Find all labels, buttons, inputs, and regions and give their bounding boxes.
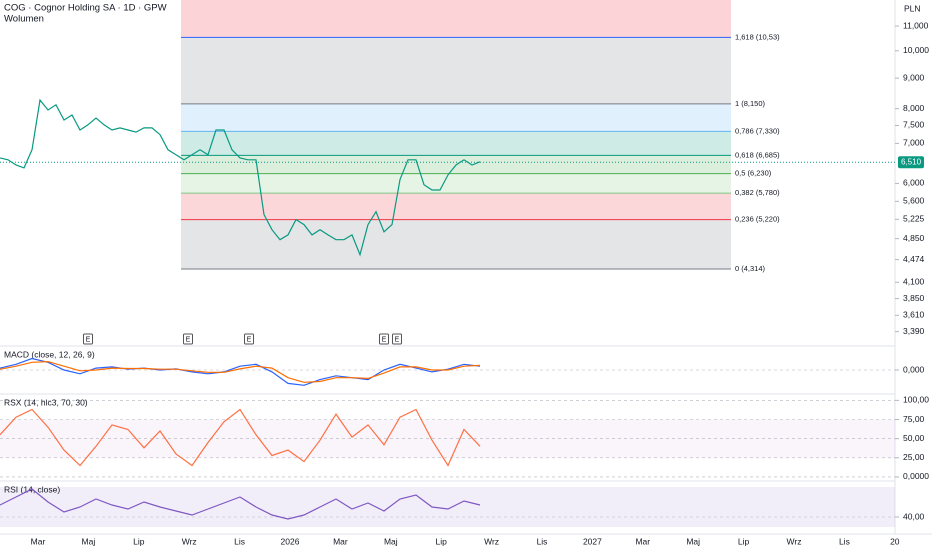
y-tick-label: 0,000 (903, 364, 925, 374)
event-box (83, 333, 93, 345)
fib-zone (181, 219, 731, 270)
fib-zone (181, 173, 731, 194)
fib-zone (181, 131, 731, 156)
y-tick-label: 0,0000 (903, 471, 929, 481)
event-box (244, 333, 254, 345)
y-tick-label: 7,000 (903, 138, 925, 148)
y-tick-label: 9,000 (903, 72, 925, 82)
fib-zone (181, 103, 731, 132)
event-box (379, 333, 389, 345)
fib-label: 1 (8,150) (735, 99, 766, 108)
chart-title: COG · Cognor Holding SA · 1D · GPW (4, 3, 167, 14)
y-tick-label: 4,850 (903, 233, 925, 243)
rsi-band (0, 487, 895, 527)
indicator-line (0, 360, 481, 383)
event-marker: E (86, 336, 91, 343)
y-tick-label: 40,00 (903, 511, 925, 521)
indicator-line (0, 488, 481, 520)
x-tick-label: Wrz (182, 536, 197, 546)
y-tick-label: 6,000 (903, 178, 925, 188)
event-marker: E (382, 336, 387, 343)
y-tick-label: 4,474 (903, 254, 925, 264)
x-tick-label: 2027 (583, 536, 602, 546)
x-tick-label: Wrz (787, 536, 802, 546)
y-tick-label: 4,100 (903, 277, 925, 287)
x-tick-label: Mar (31, 536, 46, 546)
x-tick-label: Lip (133, 536, 145, 546)
fib-label: 0,236 (5,220) (735, 215, 780, 224)
fib-label: 0,786 (7,330) (735, 126, 780, 135)
x-tick-label: 20 (890, 536, 900, 546)
x-tick-label: Mar (333, 536, 348, 546)
pane-title: MACD (close, 12, 26, 9) (4, 349, 95, 359)
y-tick-label: 25,00 (903, 452, 925, 462)
fib-label: 0,618 (6,685) (735, 150, 780, 159)
fib-label: 1,618 (10,53) (735, 32, 780, 41)
fib-label: 0 (4,314) (735, 264, 766, 273)
x-tick-label: Maj (384, 536, 398, 546)
indicator-line (0, 357, 481, 386)
x-tick-label: Lis (839, 536, 850, 546)
x-tick-label: Maj (686, 536, 700, 546)
event-box (392, 333, 402, 345)
y-tick-label: 8,000 (903, 103, 925, 113)
last-price-label: 6,510 (901, 157, 922, 166)
y-tick-label: 100,00 (903, 395, 929, 405)
y-tick-label: 5,600 (903, 196, 925, 206)
y-tick-label: 3,390 (903, 326, 925, 336)
pane-title: RSX (14, hlc3, 70, 30) (4, 397, 88, 407)
event-marker: E (186, 336, 191, 343)
y-tick-label: 3,850 (903, 293, 925, 303)
x-tick-label: Wrz (484, 536, 499, 546)
x-tick-label: Lis (537, 536, 548, 546)
y-tick-label: 75,00 (903, 414, 925, 424)
event-marker: E (247, 336, 252, 343)
currency: PLN (904, 3, 921, 13)
y-tick-label: 50,00 (903, 433, 925, 443)
x-tick-label: 2026 (281, 536, 300, 546)
x-tick-label: Lis (234, 536, 245, 546)
y-tick-label: 10,000 (903, 45, 929, 55)
y-tick-label: 5,225 (903, 214, 925, 224)
fib-zone (181, 37, 731, 104)
y-tick-label: 7,500 (903, 120, 925, 130)
event-box (183, 333, 193, 345)
last-price-box (898, 156, 924, 169)
x-tick-label: Lip (738, 536, 750, 546)
volume-label: Wolumen (4, 14, 44, 25)
y-tick-label: 3,610 (903, 310, 925, 320)
fib-label: 0,382 (5,780) (735, 188, 780, 197)
indicator-line (0, 408, 481, 467)
fib-label: 0,5 (6,230) (735, 169, 772, 178)
price-line (0, 98, 481, 257)
event-marker: E (395, 336, 400, 343)
fib-zone (181, 0, 731, 38)
x-tick-label: Mar (635, 536, 650, 546)
x-tick-label: Lip (436, 536, 448, 546)
y-tick-label: 11,000 (903, 20, 929, 30)
fib-zone (181, 193, 731, 220)
x-tick-label: Maj (82, 536, 96, 546)
